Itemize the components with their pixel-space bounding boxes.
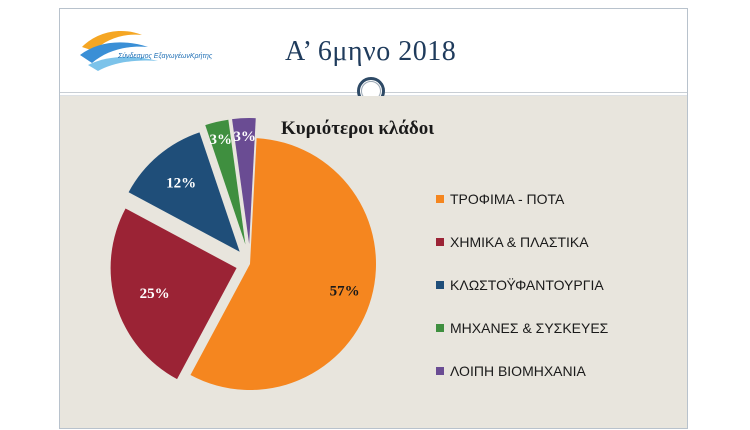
- legend-label: ΛΟΙΠΗ ΒΙΟΜΗΧΑΝΙΑ: [450, 363, 586, 379]
- slide-title: Α’ 6μηνο 2018: [285, 36, 457, 67]
- slide: Σύνδεσμος ΕξαγωγέωνΚρήτης Α’ 6μηνο 2018 …: [59, 8, 688, 429]
- pie-chart: 57% 25% 12% 3% 3%: [110, 118, 376, 390]
- pie-slice: [128, 132, 240, 252]
- pie-slice: [190, 138, 376, 390]
- chart-title: Κυριότεροι κλάδοι: [281, 118, 435, 139]
- legend-swatch: [436, 367, 444, 375]
- legend-label: ΧΗΜΙΚΑ & ΠΛΑΣΤΙΚΑ: [450, 234, 589, 250]
- pie-data-label: 25%: [140, 286, 170, 302]
- pie-data-label: 57%: [330, 283, 360, 299]
- pie-data-label: 12%: [166, 175, 196, 191]
- pie-data-label: 3%: [209, 132, 232, 148]
- logo-wave-icon: [80, 31, 158, 71]
- pie-data-label: 3%: [233, 129, 256, 145]
- legend-label: ΤΡΟΦΙΜΑ - ΠΟΤΑ: [450, 191, 565, 207]
- chart-area: Κυριότεροι κλάδοι 57% 25% 12% 3% 3% ΤΡΟΦΙΜΑ …: [60, 96, 687, 428]
- legend-label: ΚΛΩΣΤΟΫΦΑΝΤΟΥΡΓΙΑ: [450, 277, 604, 293]
- logo: Σύνδεσμος ΕξαγωγέωνΚρήτης: [78, 25, 212, 73]
- pie-slice: [205, 119, 246, 245]
- logo-text: Σύνδεσμος ΕξαγωγέωνΚρήτης: [118, 53, 213, 60]
- legend-label: ΜΗΧΑΝΕΣ & ΣΥΣΚΕΥΕΣ: [450, 320, 609, 336]
- pie-slice: [110, 208, 237, 380]
- legend-swatch: [436, 238, 444, 246]
- legend-swatch: [436, 324, 444, 332]
- legend-swatch: [436, 281, 444, 289]
- pie-slice: [232, 118, 256, 245]
- legend-swatch: [436, 195, 444, 203]
